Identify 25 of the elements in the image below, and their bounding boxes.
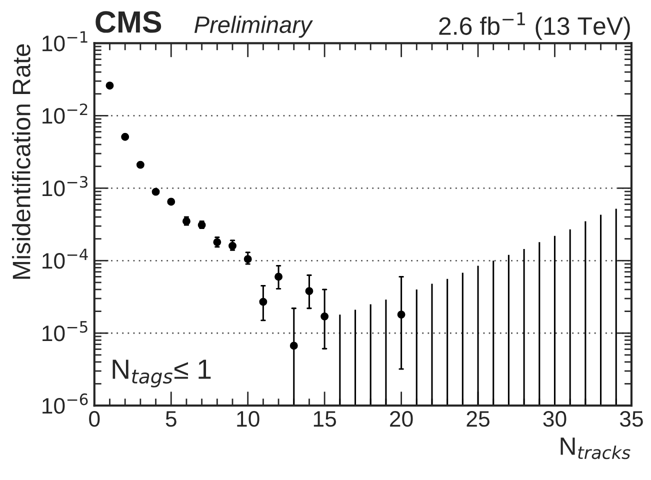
y-tick-label: 10$^{−2}$ (42, 104, 88, 124)
text: Preliminary (194, 16, 314, 38)
point (121, 132, 130, 141)
annotation: N$_{tags}$≤ 1 (112, 360, 211, 388)
point (152, 188, 160, 196)
y-tick-label: 10$^{−1}$ (42, 31, 88, 52)
x-tick-label: 30 (543, 411, 566, 427)
x-tick-label: 5 (166, 411, 176, 427)
x-tick-label: 20 (390, 411, 413, 427)
x-tick-label: 35 (620, 411, 643, 427)
point (136, 160, 144, 169)
y-axis-title: Misidentification Rate (12, 44, 30, 279)
x-axis-title: N$_{tracks}$ (560, 438, 630, 460)
y-tick-label: 10$^{−4}$ (42, 248, 88, 269)
text: CMS (96, 11, 162, 33)
x-tick-label: 0 (89, 411, 100, 427)
x-tick-label: 25 (466, 411, 490, 427)
y-tick-label: 10$^{−6}$ (42, 393, 88, 414)
x-tick-label: 10 (237, 411, 260, 427)
point (106, 82, 114, 90)
point (167, 198, 176, 206)
y-tick-label: 10$^{−3}$ (42, 176, 88, 196)
x-tick-label: 15 (314, 411, 336, 427)
y-tick-label: 10$^{−5}$ (42, 321, 88, 342)
chart-title: 2.6 fb$^{−1}$ (13 TeV) (439, 12, 630, 40)
